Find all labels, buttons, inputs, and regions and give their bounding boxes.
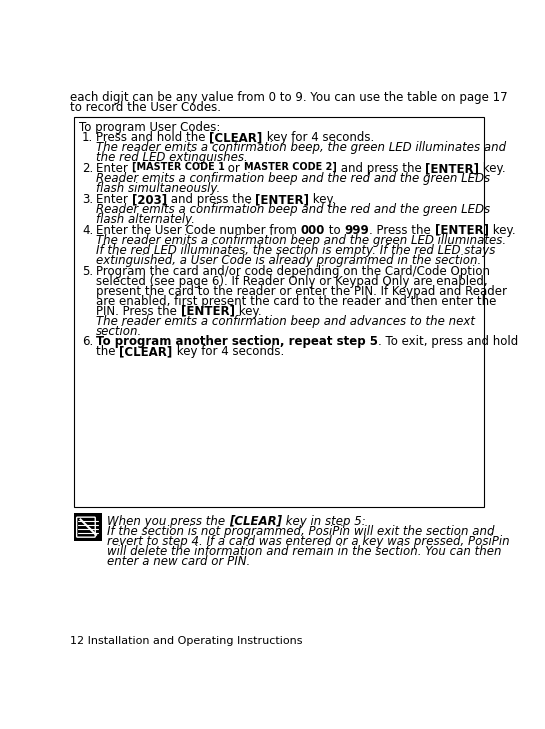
Text: PIN. Press the: PIN. Press the (96, 305, 180, 318)
Text: MASTER CODE 2]: MASTER CODE 2] (244, 162, 337, 173)
Text: or: or (225, 162, 244, 175)
Text: key.: key. (480, 162, 506, 175)
Text: to: to (325, 224, 344, 237)
Text: Enter: Enter (96, 193, 132, 206)
Text: revert to step 4. If a card was entered or a key was pressed, PosiPin: revert to step 4. If a card was entered … (107, 535, 510, 548)
Text: [CLEAR]: [CLEAR] (119, 346, 173, 359)
Text: The reader emits a confirmation beep and the green LED illuminates.: The reader emits a confirmation beep and… (96, 234, 506, 247)
Text: 3.: 3. (82, 193, 93, 206)
Text: key.: key. (235, 305, 261, 318)
Text: key in step 5:: key in step 5: (282, 515, 366, 528)
Text: To program another section, repeat step 5: To program another section, repeat step … (96, 335, 378, 348)
Text: present the card to the reader or enter the PIN. If Keypad and Reader: present the card to the reader or enter … (96, 284, 507, 297)
FancyBboxPatch shape (74, 117, 485, 507)
Text: and press the: and press the (167, 193, 255, 206)
Text: 4.: 4. (82, 224, 93, 237)
Text: [ENTER]: [ENTER] (426, 162, 480, 175)
Text: Press and hold the: Press and hold the (96, 131, 209, 144)
Text: key for 4 seconds.: key for 4 seconds. (263, 131, 374, 144)
Text: extinguished, a User Code is already programmed in the section.: extinguished, a User Code is already pro… (96, 254, 481, 267)
Text: and press the: and press the (337, 162, 426, 175)
Text: flash alternately.: flash alternately. (96, 213, 195, 226)
Text: [CLEAR]: [CLEAR] (229, 515, 282, 528)
Text: flash simultaneously.: flash simultaneously. (96, 182, 220, 195)
Text: The reader emits a confirmation beep and advances to the next: The reader emits a confirmation beep and… (96, 315, 475, 327)
Text: 000: 000 (301, 224, 325, 237)
Text: section.: section. (96, 324, 142, 338)
Text: To program User Codes:: To program User Codes: (79, 120, 220, 133)
Text: the red LED extinguishes.: the red LED extinguishes. (96, 152, 248, 165)
Text: [CLEAR]: [CLEAR] (209, 131, 263, 144)
Text: each digit can be any value from 0 to 9. You can use the table on page 17: each digit can be any value from 0 to 9.… (70, 90, 507, 104)
Text: are enabled, first present the card to the reader and then enter the: are enabled, first present the card to t… (96, 295, 496, 308)
Text: 12 Installation and Operating Instructions: 12 Installation and Operating Instructio… (70, 636, 302, 647)
Text: 6.: 6. (82, 335, 93, 348)
FancyBboxPatch shape (74, 513, 102, 541)
Text: to record the User Codes.: to record the User Codes. (70, 101, 221, 114)
Text: If the section is not programmed, PosiPin will exit the section and: If the section is not programmed, PosiPi… (107, 525, 494, 538)
Text: Enter the User Code number from: Enter the User Code number from (96, 224, 301, 237)
Text: key.: key. (309, 193, 336, 206)
Text: . Press the: . Press the (369, 224, 435, 237)
Text: [MASTER CODE 1: [MASTER CODE 1 (132, 162, 225, 173)
Text: key.: key. (489, 224, 515, 237)
Text: The reader emits a confirmation beep, the green LED illuminates and: The reader emits a confirmation beep, th… (96, 141, 506, 155)
Text: 5.: 5. (82, 265, 93, 278)
Text: Program the card and/or code depending on the Card/Code Option: Program the card and/or code depending o… (96, 265, 490, 278)
Text: enter a new card or PIN.: enter a new card or PIN. (107, 555, 250, 568)
Text: . To exit, press and hold: . To exit, press and hold (378, 335, 518, 348)
Text: Reader emits a confirmation beep and the red and the green LEDs: Reader emits a confirmation beep and the… (96, 172, 490, 185)
Text: 2.: 2. (82, 162, 93, 175)
Text: will delete the information and remain in the section. You can then: will delete the information and remain i… (107, 545, 501, 558)
Text: If the red LED illuminates, the section is empty. If the red LED stays: If the red LED illuminates, the section … (96, 243, 495, 257)
Text: Enter: Enter (96, 162, 132, 175)
Text: 999: 999 (344, 224, 369, 237)
Text: [ENTER]: [ENTER] (255, 193, 309, 206)
Text: the: the (96, 346, 119, 359)
FancyBboxPatch shape (77, 517, 95, 537)
Text: When you press the: When you press the (107, 515, 229, 528)
Text: key for 4 seconds.: key for 4 seconds. (173, 346, 284, 359)
Text: [ENTER]: [ENTER] (180, 305, 235, 318)
Text: 1.: 1. (82, 131, 93, 144)
Text: selected (see page 6). If Reader Only or Keypad Only are enabled,: selected (see page 6). If Reader Only or… (96, 275, 488, 287)
Text: Reader emits a confirmation beep and the red and the green LEDs: Reader emits a confirmation beep and the… (96, 203, 490, 216)
Text: [203]: [203] (132, 193, 167, 206)
Text: [ENTER]: [ENTER] (435, 224, 489, 237)
